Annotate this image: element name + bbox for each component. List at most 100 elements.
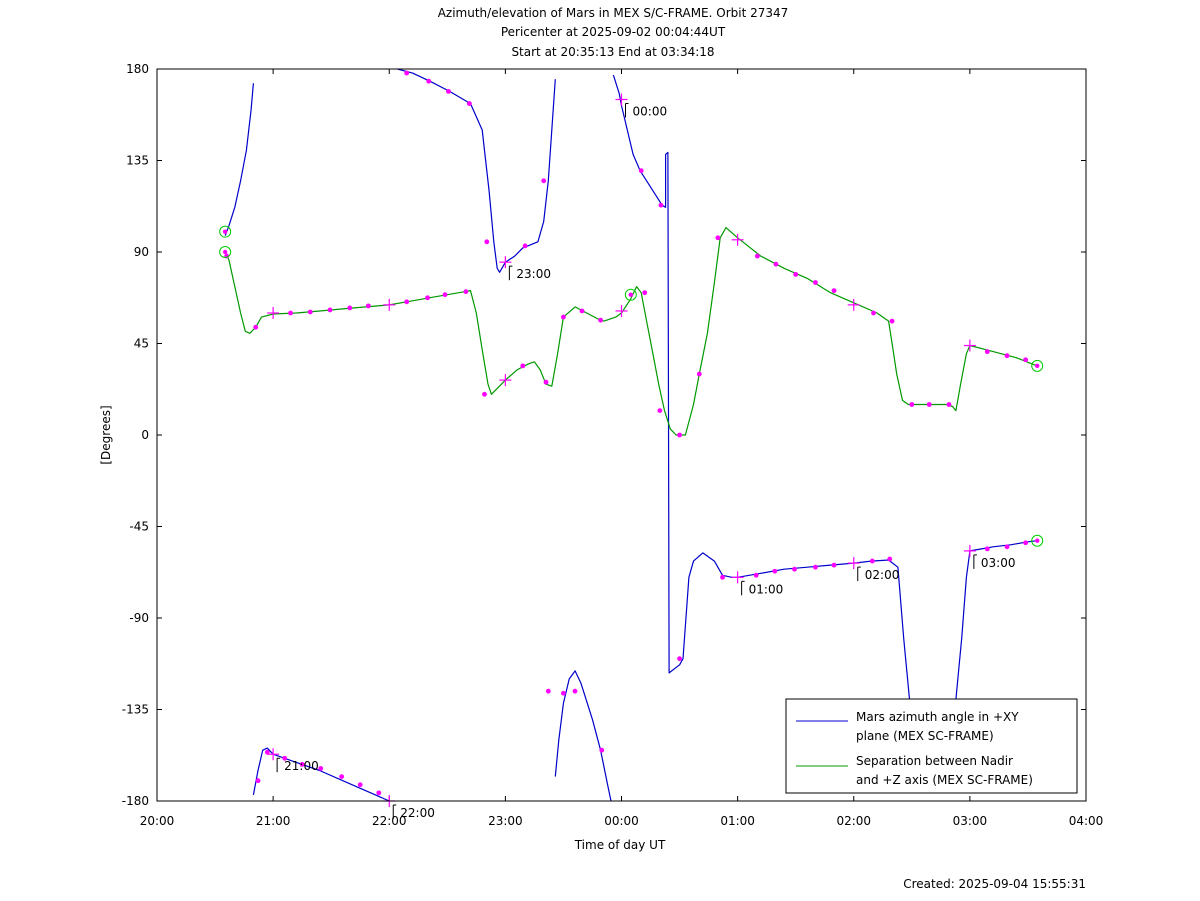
series-1-point-21 — [715, 235, 721, 241]
tick-labels: 20:00 21:00 22:00 23:00 00:00 01:00 02:00 03:00… — [122, 62, 1104, 828]
series-0-point-1 — [264, 749, 270, 755]
x-tick-label-1: 21:00 — [256, 814, 291, 828]
hour-annotation-3: 00:00 — [625, 103, 668, 119]
series-0-hour-marker-6 — [963, 544, 976, 557]
series-1-point-12 — [520, 363, 526, 369]
series-1-point-20 — [696, 371, 702, 377]
legend-label-separation-1: Separation between Nadir — [856, 754, 1013, 768]
legend: Mars azimuth angle in +XY plane (MEX SC-… — [785, 698, 1078, 794]
series-0-point-25 — [792, 566, 797, 572]
series-0-line-1 — [252, 747, 391, 801]
series-1-point-32 — [984, 349, 990, 355]
endpoint-dot — [1035, 538, 1040, 543]
hour-annotation-6: 03:00 — [973, 554, 1016, 570]
y-axis-label: [Degrees] — [99, 405, 113, 464]
endpoint-ring — [624, 288, 637, 301]
series-0-point-29 — [887, 556, 893, 562]
series-1-point-5 — [347, 305, 353, 311]
endpoint-dot — [222, 229, 228, 234]
hour-annotation-label-5: 02:00 — [865, 568, 900, 582]
endpoint-dot — [628, 292, 633, 297]
series-1-point-25 — [813, 280, 818, 285]
series-0-point-28 — [869, 558, 875, 564]
series-1-point-28 — [889, 318, 895, 324]
series-0-point-22 — [720, 574, 725, 580]
series-layer — [224, 69, 1038, 801]
y-tick-label-8: -180 — [122, 794, 149, 808]
series-1-point-9 — [442, 292, 448, 298]
series-0-hour-marker-4 — [731, 571, 744, 584]
series-0-hour-marker-2 — [499, 256, 512, 269]
hour-annotation-label-0: 21:00 — [284, 759, 319, 773]
y-tick-label-5: -45 — [129, 520, 149, 534]
endpoint-ring — [1031, 359, 1044, 372]
x-tick-label-0: 20:00 — [140, 814, 175, 828]
annotations-layer: 21:00 22:00 23:00 00:00 01:00 02:00 03:00 — [276, 103, 1016, 820]
series-0-point-17 — [572, 688, 578, 694]
chart-title: Azimuth/elevation of Mars in MEX S/C-FRA… — [438, 6, 789, 59]
title-line-2: Pericenter at 2025-09-02 00:04:44UT — [501, 25, 726, 39]
x-tick-label-7: 03:00 — [953, 814, 988, 828]
series-1-endpoint-2 — [1031, 359, 1044, 372]
series-0-endpoint-0 — [219, 225, 232, 238]
endpoint-ring — [219, 225, 232, 238]
series-0-point-23 — [753, 572, 759, 578]
hour-annotation-label-4: 01:00 — [749, 582, 784, 596]
hour-annotation-label-6: 03:00 — [981, 556, 1016, 570]
series-1-point-6 — [365, 303, 371, 309]
series-0-point-14 — [541, 178, 547, 184]
plot-frame — [156, 68, 1087, 802]
hour-annotation-4: 01:00 — [741, 580, 784, 596]
series-1-hour-marker-4 — [731, 233, 744, 246]
series-0-point-7 — [376, 790, 382, 796]
series-1-endpoint-0 — [219, 246, 232, 258]
hour-annotation-0: 21:00 — [276, 757, 319, 773]
y-tick-label-4: 0 — [141, 428, 149, 442]
hour-annotation-2: 23:00 — [508, 265, 551, 281]
series-1-hour-marker-6 — [963, 339, 976, 352]
axis-ticks — [156, 68, 1087, 802]
x-tick-label-5: 01:00 — [720, 814, 755, 828]
series-0-point-11 — [466, 101, 472, 106]
series-1-point-14 — [561, 314, 566, 320]
series-0-point-8 — [404, 70, 410, 76]
series-0-point-5 — [339, 774, 345, 779]
markers-layer — [219, 70, 1044, 807]
y-tick-label-6: -90 — [129, 611, 149, 625]
series-0-point-10 — [446, 88, 451, 94]
series-1-point-3 — [307, 309, 313, 315]
x-tick-label-4: 00:00 — [604, 814, 639, 828]
series-1-point-29 — [909, 402, 915, 407]
series-0-point-32 — [1023, 540, 1029, 546]
series-1-point-10 — [463, 289, 469, 295]
series-1-point-19 — [677, 432, 682, 438]
series-0-point-27 — [831, 562, 837, 568]
series-0-point-18 — [599, 747, 605, 753]
series-1-hour-marker-2 — [499, 374, 512, 387]
series-0-hour-marker-0 — [267, 748, 280, 761]
series-0-point-31 — [1004, 544, 1010, 550]
series-0-line-0 — [224, 83, 254, 236]
series-0-point-16 — [561, 690, 566, 696]
series-0-point-24 — [772, 568, 778, 574]
series-0-point-21 — [677, 656, 682, 662]
series-1-point-16 — [598, 317, 603, 323]
series-0-point-2 — [282, 755, 288, 761]
series-1-hour-marker-5 — [847, 298, 860, 311]
series-0-line-2 — [397, 69, 556, 273]
legend-label-separation-2: and +Z axis (MEX SC-FRAME) — [856, 773, 1033, 787]
series-1-point-31 — [946, 402, 952, 407]
series-0-hour-marker-3 — [615, 93, 628, 106]
series-1-hour-marker-0 — [267, 307, 280, 319]
series-1-point-11 — [482, 391, 487, 397]
series-0-point-26 — [813, 564, 818, 570]
series-1-point-33 — [1004, 353, 1010, 359]
series-0-point-9 — [426, 78, 432, 84]
series-0-point-12 — [484, 239, 490, 245]
endpoint-ring — [1031, 534, 1044, 547]
series-1-point-18 — [657, 408, 663, 413]
x-tick-label-6: 02:00 — [836, 814, 871, 828]
x-tick-label-3: 23:00 — [488, 814, 523, 828]
hour-annotation-label-3: 00:00 — [633, 105, 668, 119]
x-tick-label-2: 22:00 — [372, 814, 407, 828]
